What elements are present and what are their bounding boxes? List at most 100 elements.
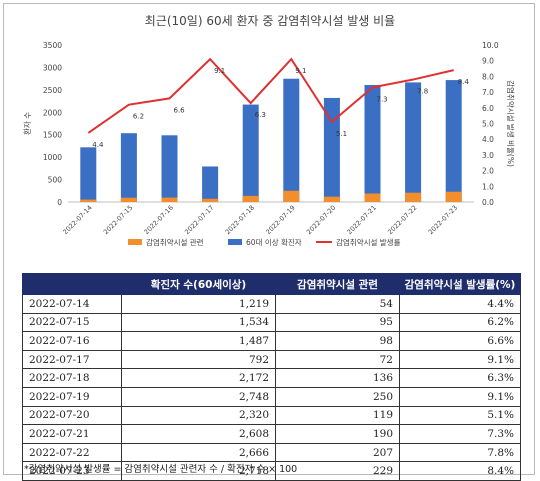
table-header-row: 확진자 수(60세이상) 감염취약시설 관련 감염취약시설 발생률(%) xyxy=(22,273,521,295)
cell-confirmed: 2,608 xyxy=(121,424,276,444)
bar-confirmed xyxy=(161,135,178,202)
right-tick-label: 4.0 xyxy=(482,135,494,144)
rate-data-label: 9.1 xyxy=(295,67,306,75)
cell-date: 2022-07-15 xyxy=(22,312,122,333)
legend-label-confirmed: 60대 이상 확진자 xyxy=(246,237,302,247)
x-tick-label: 2022-07-15 xyxy=(102,204,134,236)
cell-rate: 7.3% xyxy=(399,424,521,444)
right-tick-label: 10.0 xyxy=(482,41,499,50)
rate-data-label: 7.8 xyxy=(417,88,428,96)
table-header-date xyxy=(22,273,122,295)
table-row: 2022-07-18 2,172 136 6.3% xyxy=(22,368,521,388)
table-row: 2022-07-14 1,219 54 4.4% xyxy=(22,294,521,314)
table-header-confirmed: 확진자 수(60세이상) xyxy=(121,273,276,295)
chart-title: 최근(10일) 60세 환자 중 감염취약시설 발생 비율 xyxy=(144,14,396,28)
bar-facility xyxy=(283,190,300,202)
x-tick-label: 2022-07-16 xyxy=(143,204,175,236)
left-tick-label: 500 xyxy=(48,176,63,185)
legend-label-facility: 감염취약시설 관련 xyxy=(146,237,204,247)
table-row: 2022-07-17 792 72 9.1% xyxy=(22,349,521,370)
x-tick-label: 2022-07-14 xyxy=(61,204,93,236)
left-tick-label: 2500 xyxy=(43,86,62,95)
cell-confirmed: 1,487 xyxy=(121,331,276,351)
cell-date: 2022-07-16 xyxy=(22,331,122,351)
cell-confirmed: 2,320 xyxy=(121,405,276,426)
table-header-rate: 감염취약시설 발생률(%) xyxy=(399,273,521,295)
legend-swatch-confirmed xyxy=(228,239,242,245)
rate-data-label: 6.6 xyxy=(174,106,186,114)
table-row: 2022-07-19 2,748 250 9.1% xyxy=(22,386,521,407)
cell-facility: 119 xyxy=(275,405,400,426)
left-axis-title: 환자 수 xyxy=(22,112,32,135)
cell-date: 2022-07-20 xyxy=(22,405,122,426)
legend-swatch-facility xyxy=(128,239,142,245)
cell-facility: 136 xyxy=(275,368,400,388)
right-tick-label: 0.0 xyxy=(482,198,494,207)
cell-confirmed: 2,172 xyxy=(121,368,276,388)
combo-chart: 0 500 1000 1500 2000 2500 3000 3500 0.0 1.0 2.0 3.0… xyxy=(22,41,516,247)
cell-date: 2022-07-21 xyxy=(22,424,122,444)
bar-confirmed xyxy=(364,85,381,202)
cell-rate: 9.1% xyxy=(399,349,521,370)
rate-data-label: 9.1 xyxy=(214,67,225,75)
left-tick-label: 1000 xyxy=(43,153,62,162)
cell-rate: 5.1% xyxy=(399,405,521,426)
cell-confirmed: 1,534 xyxy=(121,312,276,333)
bar-facility xyxy=(202,198,219,202)
cell-date: 2022-07-23 xyxy=(22,461,122,481)
bar-facility xyxy=(445,191,462,202)
cell-date: 2022-07-19 xyxy=(22,386,122,407)
right-axis-title: 감염취약시설 발생 비율(%) xyxy=(506,80,516,167)
right-tick-label: 9.0 xyxy=(482,57,494,66)
cell-facility: 190 xyxy=(275,424,400,444)
cell-confirmed: 2,748 xyxy=(121,386,276,407)
rate-line xyxy=(87,57,454,134)
bar-facility xyxy=(364,193,381,202)
bar-facility xyxy=(80,199,97,202)
bar-confirmed xyxy=(80,147,97,202)
right-tick-label: 5.0 xyxy=(482,120,494,129)
table-row: 2022-07-16 1,487 98 6.6% xyxy=(22,331,521,351)
table-row: 2022-07-21 2,608 190 7.3% xyxy=(22,424,521,444)
cell-facility: 207 xyxy=(275,442,400,463)
legend-label-rate: 감염취약시설 발생률 xyxy=(336,237,401,247)
right-tick-label: 6.0 xyxy=(482,104,494,113)
bar-confirmed xyxy=(323,97,340,202)
cell-facility: 54 xyxy=(275,294,400,314)
x-tick-label: 2022-07-20 xyxy=(305,204,337,236)
data-table: 확진자 수(60세이상) 감염취약시설 관련 감염취약시설 발생률(%) 202… xyxy=(22,273,521,481)
x-tick-label: 2022-07-23 xyxy=(427,204,459,236)
bar-facility xyxy=(405,192,422,202)
footnote: *감염취약시설 발생률 = 감염취약시설 관련자 수 / 확진자 수 × 100 xyxy=(24,464,298,475)
right-tick-label: 8.0 xyxy=(482,72,494,81)
left-tick-label: 2000 xyxy=(43,108,62,117)
right-tick-label: 3.0 xyxy=(482,151,494,160)
rate-data-label: 6.2 xyxy=(133,113,144,121)
bar-confirmed xyxy=(202,166,219,202)
table-row: 2022-07-22 2,666 207 7.8% xyxy=(22,442,521,463)
x-tick-label: 2022-07-18 xyxy=(224,204,256,236)
rate-data-label: 8.4 xyxy=(458,78,470,86)
left-tick-label: 3500 xyxy=(43,41,62,50)
cell-confirmed: 792 xyxy=(121,349,276,370)
bar-facility xyxy=(120,197,137,202)
bar-confirmed xyxy=(445,80,462,202)
cell-date: 2022-07-14 xyxy=(22,294,122,314)
x-tick-label: 2022-07-17 xyxy=(183,204,215,236)
bar-facility xyxy=(161,197,178,202)
bar-confirmed xyxy=(242,104,259,202)
rate-data-label: 6.3 xyxy=(255,111,266,119)
cell-rate: 8.4% xyxy=(399,461,521,481)
x-tick-label: 2022-07-22 xyxy=(386,204,418,236)
cell-rate: 4.4% xyxy=(399,294,521,314)
cell-rate: 6.6% xyxy=(399,331,521,351)
left-tick-label: 3000 xyxy=(43,63,62,72)
cell-date: 2022-07-22 xyxy=(22,442,122,463)
cell-date: 2022-07-17 xyxy=(22,349,122,370)
table-row: 2022-07-15 1,534 95 6.2% xyxy=(22,312,521,333)
cell-facility: 95 xyxy=(275,312,400,333)
cell-rate: 9.1% xyxy=(399,386,521,407)
cell-facility: 98 xyxy=(275,331,400,351)
x-tick-label: 2022-07-21 xyxy=(346,204,378,236)
bar-confirmed xyxy=(405,82,422,202)
